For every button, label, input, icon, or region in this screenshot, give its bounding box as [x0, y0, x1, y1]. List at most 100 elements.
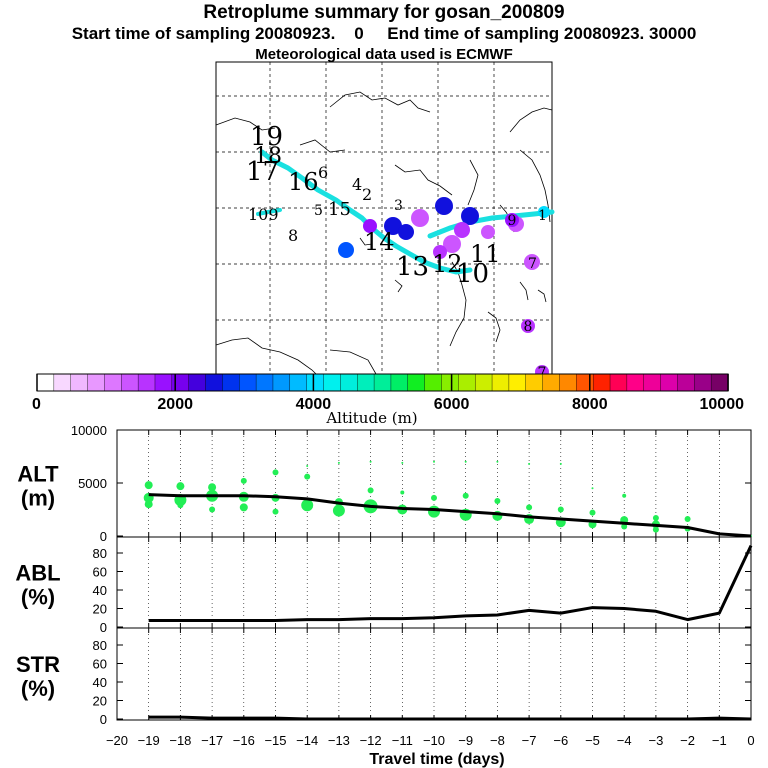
- panel-alt: 10000 5000 0 ALT(m): [17, 423, 752, 544]
- colorbar-tick-label: 0: [32, 396, 41, 413]
- x-axis: −20 −19 −18 −17 −16 −15 −14 −13 −12 −11 −10 −9 −8 −7−…: [106, 733, 755, 768]
- y-tick-label: 0: [100, 620, 107, 635]
- y-tick-label: 10000: [71, 423, 107, 438]
- plume-trajectory-west: [256, 208, 282, 216]
- colorbar-swatch: [559, 373, 578, 392]
- altitude-point: [622, 493, 627, 498]
- colorbar-tick-label: 6000: [434, 396, 470, 413]
- altitude-point: [177, 502, 184, 509]
- altitude-point: [464, 460, 467, 463]
- trajectory-day-label: 13: [396, 252, 429, 282]
- plume-marker-label: 7: [538, 365, 547, 381]
- x-tick-label: −15: [264, 733, 286, 748]
- colorbar-tick-label: 4000: [296, 396, 332, 413]
- plume-cluster: [443, 235, 461, 253]
- colorbar-tick-label: 2000: [157, 396, 193, 413]
- y-tick-label: 40: [93, 583, 107, 598]
- altitude-point: [304, 473, 311, 480]
- colorbar-swatch: [239, 373, 257, 392]
- altitude-colorbar: 0 2000 4000 6000 8000 10000 Altitude (m): [32, 373, 745, 427]
- plume-marker: 9: [505, 213, 519, 229]
- colorbar-swatch: [53, 373, 72, 392]
- colorbar-swatch: [592, 373, 611, 392]
- colorbar-swatch: [171, 373, 190, 392]
- plume-cluster: [461, 207, 479, 225]
- y-tick-label: 20: [93, 602, 107, 617]
- x-tick-label: −2: [680, 733, 695, 748]
- met-data-note: Meteorological data used is ECMWF: [255, 46, 513, 63]
- plume-cluster: [411, 209, 429, 227]
- colorbar-swatch: [36, 373, 55, 392]
- plume-marker-dot: [521, 319, 535, 333]
- altitude-point: [272, 508, 279, 515]
- altitude-point: [337, 461, 340, 464]
- colorbar-swatch: [609, 373, 628, 392]
- colorbar-swatch: [576, 373, 594, 392]
- panel-abl: 80 60 40 20 0 ABL(%): [15, 536, 753, 635]
- plume-cluster: [454, 222, 470, 238]
- altitude-point: [462, 492, 469, 499]
- trajectory-day-label: 14: [364, 228, 395, 256]
- altitude-point: [301, 499, 314, 512]
- plume-cluster: [524, 254, 540, 270]
- altitude-point: [494, 498, 501, 505]
- colorbar-swatch: [340, 373, 358, 392]
- plume-marker: 8: [521, 319, 535, 335]
- trajectory-day-label: 12: [432, 250, 463, 278]
- colorbar-swatch: [154, 373, 173, 392]
- altitude-point: [332, 504, 345, 517]
- colorbar-swatch: [188, 373, 207, 392]
- colorbar-swatch: [441, 373, 460, 392]
- plume-cluster: [481, 225, 495, 239]
- x-tick-label: −8: [490, 733, 505, 748]
- colorbar-swatch: [491, 373, 510, 392]
- altitude-point: [652, 514, 659, 521]
- altitude-point: [400, 490, 405, 495]
- y-tick-label: 20: [93, 694, 107, 709]
- plume-cluster: [363, 219, 377, 233]
- colorbar-swatch: [289, 373, 308, 392]
- x-tick-label: −11: [392, 733, 413, 748]
- trajectory-day-label: 4: [352, 175, 362, 194]
- colorbar-swatches: [36, 373, 729, 392]
- x-tick-label: −18: [169, 733, 191, 748]
- trajectory-day-label: 7: [528, 256, 537, 272]
- trajectory-day-label: 15: [328, 199, 351, 220]
- trajectory-day-label: 2: [362, 185, 372, 204]
- y-tick-label: 80: [93, 638, 107, 653]
- plume-cluster: [338, 242, 354, 258]
- panel-unit: (%): [21, 676, 55, 701]
- altitude-point: [652, 526, 659, 533]
- x-tick-label: −3: [648, 733, 663, 748]
- time-series-panels: 1000050000ALT(m)806040200ABL(%)806040200…: [15, 423, 754, 768]
- colorbar-swatch: [390, 373, 409, 392]
- altitude-point: [433, 460, 435, 463]
- altitude-point: [209, 506, 216, 513]
- altitude-point: [684, 516, 691, 523]
- altitude-point: [496, 460, 499, 463]
- trajectory-day-label: 109: [248, 205, 279, 224]
- altitude-point: [306, 465, 309, 468]
- altitude-point: [589, 509, 596, 516]
- y-tick-label: 40: [93, 675, 107, 690]
- trajectory-day-label: 18: [254, 144, 282, 169]
- chart-title: Retroplume summary for gosan_200809: [203, 2, 565, 23]
- altitude-point: [208, 483, 217, 492]
- x-tick-label: −12: [360, 733, 382, 748]
- x-tick-label: −9: [458, 733, 473, 748]
- x-tick-label: −10: [423, 733, 445, 748]
- colorbar-tick-label: 10000: [700, 396, 745, 413]
- trajectory-day-label: 11: [470, 240, 501, 268]
- colorbar-swatch: [104, 373, 122, 392]
- x-tick-label: −16: [233, 733, 255, 748]
- x-tick-label: 0: [747, 733, 754, 748]
- colorbar-swatch: [205, 373, 224, 392]
- colorbar-swatch: [255, 373, 274, 392]
- colorbar-swatch: [87, 373, 106, 392]
- colorbar-swatch: [458, 373, 476, 392]
- colorbar-swatch: [121, 373, 139, 392]
- x-tick-label: −20: [106, 733, 128, 748]
- plume-marker-dot: [505, 213, 519, 227]
- y-tick-label: 60: [93, 565, 107, 580]
- x-tick-label: −13: [328, 733, 350, 748]
